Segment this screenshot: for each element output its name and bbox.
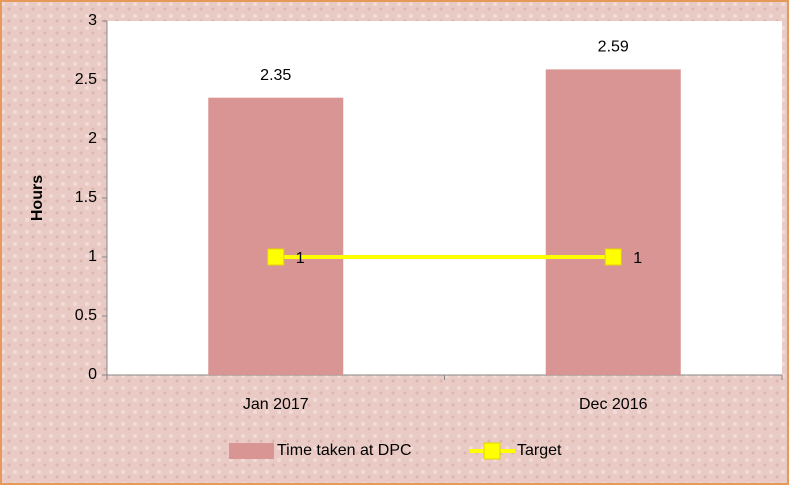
data-label: 2.35 — [260, 67, 291, 84]
y-tick-label: 2 — [88, 130, 97, 147]
bar — [545, 69, 681, 375]
legend-label: Target — [517, 442, 562, 459]
data-label: 2.59 — [598, 39, 629, 56]
y-tick-label: 0 — [88, 366, 97, 383]
legend-swatch — [483, 442, 501, 460]
data-label: 1 — [633, 250, 642, 267]
line-marker — [267, 248, 285, 266]
y-tick-label: 3 — [88, 12, 97, 29]
line-marker — [604, 248, 622, 266]
bar — [208, 97, 344, 375]
legend-label: Time taken at DPC — [277, 442, 412, 459]
y-tick-label: 1 — [88, 248, 97, 265]
y-axis-title: Hours — [29, 175, 46, 221]
x-tick-label: Jan 2017 — [243, 396, 309, 413]
y-tick-label: 0.5 — [75, 307, 97, 324]
data-label: 1 — [296, 250, 305, 267]
legend-swatch — [229, 443, 274, 459]
y-tick-label: 1.5 — [75, 189, 97, 206]
x-tick-label: Dec 2016 — [579, 396, 648, 413]
y-tick-label: 2.5 — [75, 71, 97, 88]
